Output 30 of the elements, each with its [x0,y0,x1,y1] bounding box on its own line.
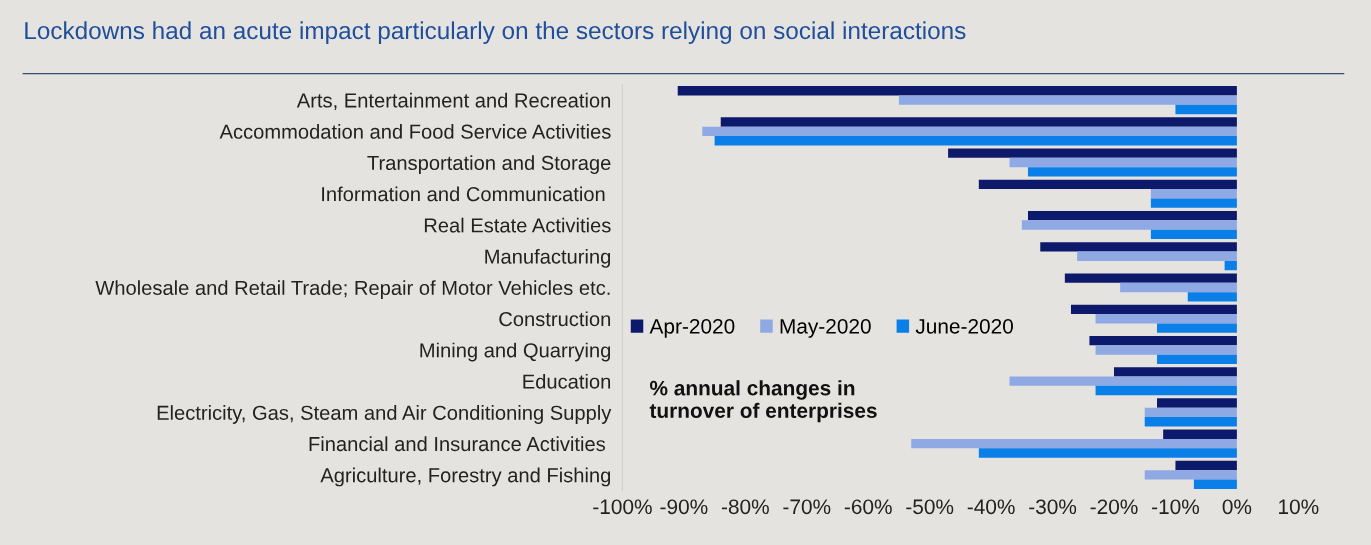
x-tick-label: -60% [844,499,892,515]
x-tick-label: -30% [1029,499,1077,515]
x-tick-label: 0% [1222,499,1252,515]
x-tick-label: -100% [593,499,652,515]
y-tick-label: Agriculture, Forestry and Fishing [320,467,611,487]
y-tick-label: Real Estate Activities [424,217,611,233]
y-tick-label: Accommodation and Food Service Activities [219,124,611,139]
y-tick-label: Information and Communication [322,186,605,202]
y-tick-label: Financial and Insurance Activities [309,436,606,452]
y-tick-label: Construction [499,311,611,327]
y-tick-label: Transportation and Storage [367,155,611,175]
x-tick-label: 10% [1279,499,1319,515]
y-tick-label: Electricity, Gas, Steam and Air Conditioning Supply [157,405,612,424]
y-tick-label: Manufacturing [485,248,611,268]
x-tick-label: -20% [1090,499,1138,515]
x-tick-label: -50% [906,499,954,515]
chart-title: Lockdowns had an acute impact particularly on the sectors relying on social interactions [25,21,966,45]
legend-label: June-2020 [915,318,1013,334]
x-tick-label: -10% [1152,499,1200,515]
y-tick-label: Mining and Quarrying [420,342,611,362]
legend-label: Apr-2020 [649,318,735,338]
legend-label: May-2020 [780,318,871,338]
y-tick-label: Wholesale and Retail Trade; Repair of Motor Vehicles etc. [95,280,610,299]
x-tick-label: -80% [721,499,769,515]
y-tick-label: Arts, Entertainment and Recreation [296,92,611,110]
annotation: % annual changes in turnover of enterprises [649,380,877,423]
x-tick-label: -90% [660,499,708,515]
x-tick-label: -40% [967,499,1015,515]
y-tick-label: Education [523,373,611,389]
x-tick-label: -70% [783,499,831,515]
